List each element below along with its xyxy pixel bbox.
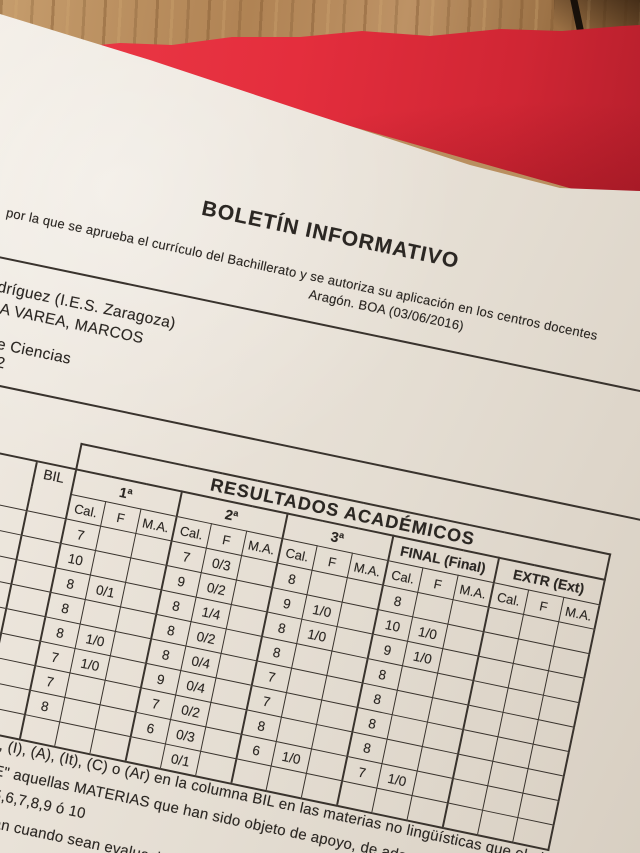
info-line-code: 02	[0, 352, 7, 373]
info-line-branch: de Ciencias	[0, 333, 73, 368]
document-subtitle-line2: Aragón. BOA (03/06/2016)	[307, 286, 466, 334]
document-content: BOLETÍN INFORMATIVO por la que se aprueb…	[0, 88, 640, 853]
